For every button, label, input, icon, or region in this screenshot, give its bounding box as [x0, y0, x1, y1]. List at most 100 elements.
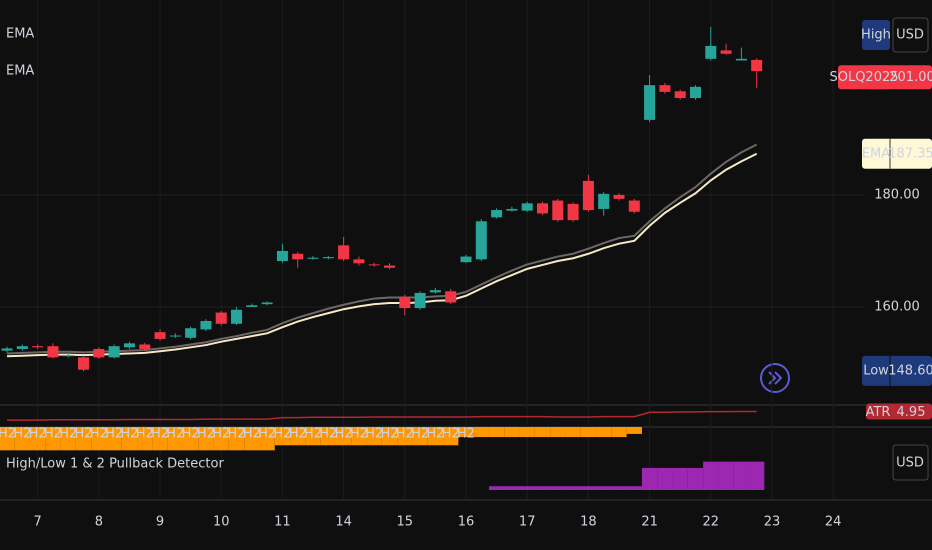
x-tick-label: 21 — [641, 515, 658, 530]
low-pullback-bar — [611, 486, 627, 490]
candle-body — [429, 290, 441, 293]
ema-value: 187.35 — [888, 146, 932, 161]
candle-body — [231, 309, 243, 324]
candle-body — [123, 343, 135, 348]
high-pullback-bar — [412, 427, 428, 446]
candle-body — [399, 296, 411, 309]
low-pullback-bar — [749, 461, 765, 490]
candle-body — [307, 257, 319, 259]
signal-label: H2 — [396, 427, 414, 442]
low-pullback-bar — [657, 467, 673, 490]
x-tick-label: 16 — [458, 515, 475, 530]
candle-body — [521, 203, 533, 211]
candle-body — [261, 302, 273, 305]
signal-label: H2 — [13, 427, 31, 442]
candle-body — [215, 312, 227, 324]
currency-button — [892, 17, 929, 53]
low-pullback-bar — [596, 486, 612, 490]
low-pullback-bar — [733, 461, 750, 490]
low-pullback-bar — [672, 467, 688, 490]
x-tick-label: 15 — [397, 515, 414, 530]
candle-body — [246, 305, 258, 307]
high-pullback-bar — [626, 427, 642, 434]
candle-body — [674, 91, 686, 99]
candle-body — [689, 86, 701, 99]
signal-label: H2 — [44, 427, 62, 442]
indicator-currency-label: USD — [896, 456, 924, 471]
high-pullback-bar — [534, 427, 551, 438]
low-value: 148.60 — [888, 363, 932, 378]
candle-body — [720, 50, 732, 54]
candle-body — [139, 344, 151, 349]
signal-label: H2 — [105, 427, 123, 442]
low-pullback-bar — [504, 486, 520, 490]
candle-body — [93, 348, 105, 358]
signal-label: H2 — [197, 427, 215, 442]
signal-label: H2 — [151, 427, 169, 442]
legend-label: EMA — [6, 64, 34, 79]
ema-name: EMA — [862, 146, 890, 161]
high-pullback-bar — [611, 427, 627, 438]
x-tick-label: 9 — [156, 515, 164, 530]
candle-body — [628, 200, 640, 212]
high-pullback-bar — [443, 427, 459, 446]
indicator-currency-button — [892, 444, 929, 481]
replay-icon[interactable] — [760, 363, 790, 393]
high-pullback-bar — [14, 427, 30, 451]
high-pullback-bar — [305, 427, 321, 446]
plot: 7 8 9 10 11 14 15 16 17 18 21 22 23 24160.00180.00H2H… — [0, 0, 932, 530]
low-pullback-bar — [718, 461, 734, 490]
x-tick-label: 24 — [825, 515, 842, 530]
atr-name: ATR — [866, 405, 891, 420]
indicator-title: High/Low 1 & 2 Pullback Detector — [6, 457, 224, 472]
y-tick-label: 180.00 — [874, 187, 920, 202]
low-pullback-bar — [550, 486, 566, 490]
signal-label: H2 — [426, 427, 444, 442]
low-pullback-bar — [565, 486, 581, 490]
replay-icon-arrow — [768, 371, 783, 385]
x-tick-label: 14 — [335, 515, 352, 530]
low-pullback-bar — [703, 461, 719, 490]
high-pullback-bar — [0, 427, 15, 451]
symbol-label: SOLQ2025 — [829, 70, 898, 85]
last-price-label: 201.00 — [889, 70, 932, 85]
signal-label: H2 — [136, 427, 154, 442]
candle-body — [705, 45, 717, 59]
high-pullback-bar — [427, 427, 444, 446]
signal-label: H2 — [166, 427, 184, 442]
signal-label: H2 — [365, 427, 383, 442]
high-pullback-bar — [274, 427, 291, 446]
low-pullback-bar — [580, 486, 597, 490]
high-pullback-bar — [550, 427, 566, 438]
high-pullback-bar — [91, 427, 107, 451]
candle-body — [445, 291, 457, 303]
x-tick-label: 8 — [95, 515, 103, 530]
candle-body — [16, 346, 28, 349]
candle-body — [491, 210, 503, 218]
candle-body — [276, 250, 288, 262]
signal-label: H2 — [350, 427, 368, 442]
candle-body — [414, 292, 426, 309]
high-pullback-bar — [381, 427, 398, 446]
candle-body — [154, 332, 166, 339]
low-pullback-bar — [534, 486, 551, 490]
candle-body — [582, 180, 594, 211]
signal-label: H2 — [273, 427, 291, 442]
high-pullback-bar — [228, 427, 245, 451]
low-pullback-bar — [488, 486, 505, 490]
x-tick-label: 18 — [580, 515, 597, 530]
candle-body — [735, 58, 747, 61]
high-pullback-bar — [488, 427, 505, 438]
high-pullback-bar — [320, 427, 336, 446]
signal-label: H2 — [90, 427, 108, 442]
candle-body — [644, 85, 656, 120]
candle-body — [567, 203, 579, 221]
signal-label: H2 — [335, 427, 353, 442]
high-pullback-bar — [60, 427, 76, 451]
high-pullback-bar — [167, 427, 183, 451]
candle-body — [460, 256, 472, 263]
high-pullback-bar — [596, 427, 612, 438]
high-pullback-bar — [504, 427, 520, 438]
signal-label: H2 — [304, 427, 322, 442]
high-pullback-bar — [75, 427, 92, 451]
